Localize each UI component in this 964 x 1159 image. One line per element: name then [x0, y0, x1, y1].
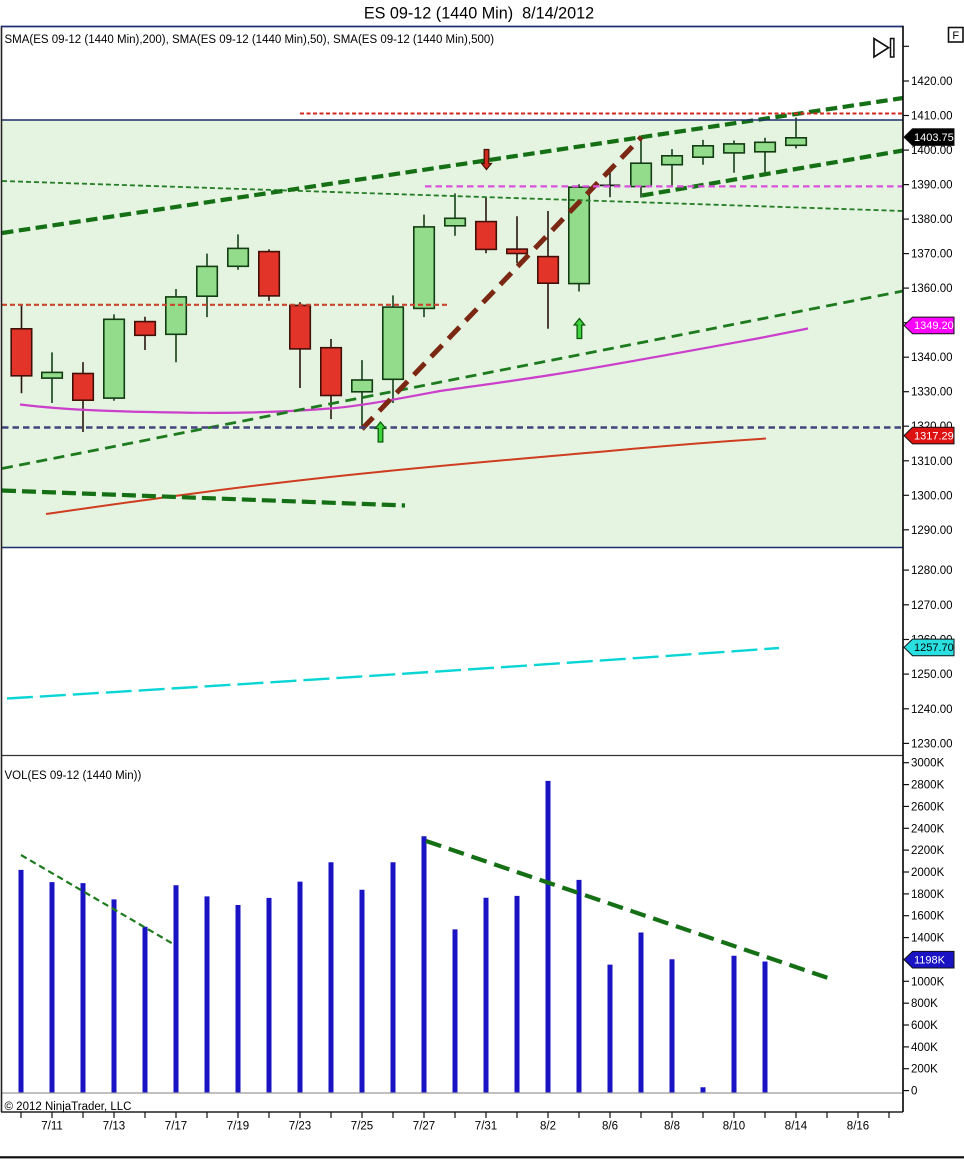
svg-text:1198K: 1198K: [914, 954, 946, 966]
svg-text:8/16: 8/16: [847, 1121, 869, 1133]
svg-text:1230.00: 1230.00: [911, 738, 953, 750]
svg-text:1240.00: 1240.00: [911, 704, 953, 716]
svg-text:8/2: 8/2: [540, 1121, 556, 1133]
svg-text:1270.00: 1270.00: [911, 600, 953, 612]
svg-text:1349.20: 1349.20: [914, 320, 954, 332]
svg-text:1410.00: 1410.00: [911, 111, 953, 123]
svg-text:SMA(ES 09-12 (1440 Min),200),: SMA(ES 09-12 (1440 Min),200), SMA(ES 09-…: [5, 34, 495, 46]
svg-text:1310.00: 1310.00: [911, 456, 953, 468]
svg-text:2800K: 2800K: [911, 780, 945, 792]
svg-text:800K: 800K: [911, 998, 938, 1010]
svg-text:VOL(ES 09-12 (1440 Min)): VOL(ES 09-12 (1440 Min)): [5, 770, 142, 782]
svg-text:F: F: [952, 30, 959, 42]
svg-text:1403.75: 1403.75: [914, 132, 954, 144]
svg-text:7/13: 7/13: [103, 1121, 125, 1133]
svg-text:8/10: 8/10: [723, 1121, 745, 1133]
svg-text:1290.00: 1290.00: [911, 525, 953, 537]
svg-text:1420.00: 1420.00: [911, 76, 953, 88]
svg-text:2200K: 2200K: [911, 845, 945, 857]
svg-text:1300.00: 1300.00: [911, 490, 953, 502]
svg-text:1400K: 1400K: [911, 933, 945, 945]
svg-text:1370.00: 1370.00: [911, 249, 953, 261]
svg-text:1280.00: 1280.00: [911, 565, 953, 577]
svg-text:2000K: 2000K: [911, 867, 945, 879]
svg-text:1800K: 1800K: [911, 889, 945, 901]
svg-text:7/17: 7/17: [165, 1121, 187, 1133]
svg-text:1000K: 1000K: [911, 976, 945, 988]
svg-text:0: 0: [911, 1086, 917, 1098]
svg-text:1330.00: 1330.00: [911, 387, 953, 399]
svg-text:1400.00: 1400.00: [911, 145, 953, 157]
svg-text:7/23: 7/23: [289, 1121, 311, 1133]
svg-text:1390.00: 1390.00: [911, 180, 953, 192]
svg-text:1380.00: 1380.00: [911, 214, 953, 226]
svg-text:7/19: 7/19: [227, 1121, 249, 1133]
svg-text:2600K: 2600K: [911, 801, 945, 813]
svg-text:© 2012 NinjaTrader, LLC: © 2012 NinjaTrader, LLC: [5, 1101, 132, 1113]
svg-text:ES 09-12 (1440 Min) 8/14/2012: ES 09-12 (1440 Min) 8/14/2012: [364, 5, 594, 23]
svg-text:7/11: 7/11: [41, 1121, 63, 1133]
svg-text:8/6: 8/6: [602, 1121, 618, 1133]
svg-text:1257.70: 1257.70: [914, 642, 954, 654]
svg-text:200K: 200K: [911, 1064, 938, 1076]
svg-text:1317.29: 1317.29: [914, 430, 954, 442]
svg-text:8/8: 8/8: [664, 1121, 680, 1133]
svg-text:1340.00: 1340.00: [911, 352, 953, 364]
svg-text:2400K: 2400K: [911, 823, 945, 835]
svg-text:7/27: 7/27: [413, 1121, 435, 1133]
svg-text:400K: 400K: [911, 1042, 938, 1054]
svg-text:1360.00: 1360.00: [911, 283, 953, 295]
svg-text:600K: 600K: [911, 1020, 938, 1032]
svg-text:1600K: 1600K: [911, 911, 945, 923]
svg-text:1250.00: 1250.00: [911, 669, 953, 681]
svg-text:7/31: 7/31: [475, 1121, 497, 1133]
svg-text:3000K: 3000K: [911, 758, 945, 770]
svg-text:8/14: 8/14: [785, 1121, 808, 1133]
svg-text:7/25: 7/25: [351, 1121, 373, 1133]
